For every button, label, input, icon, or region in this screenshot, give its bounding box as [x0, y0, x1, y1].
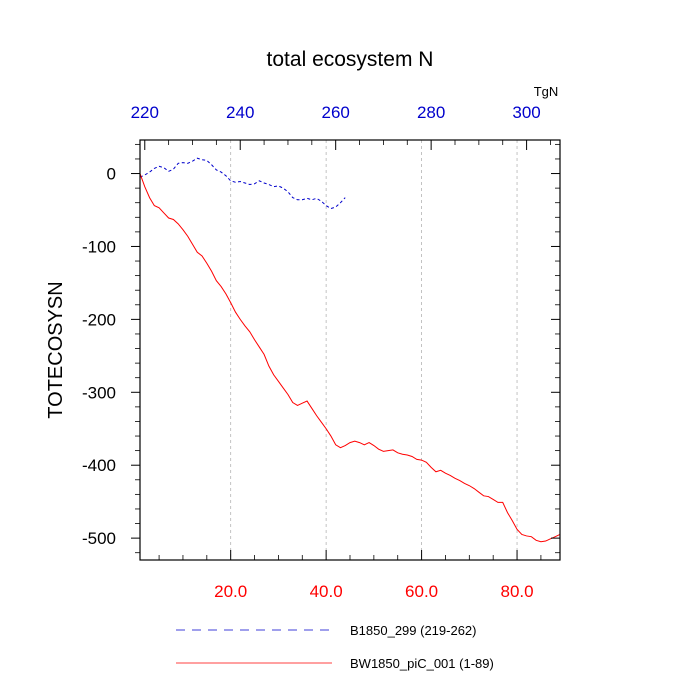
y-tick-label-4: -400: [82, 456, 116, 475]
legend-label-bw1850: BW1850_piC_001 (1-89): [350, 656, 494, 671]
top-tick-label-3: 280: [417, 103, 445, 122]
y-axis-label: TOTECOSYSN: [45, 281, 67, 418]
top-tick-label-4: 300: [512, 103, 540, 122]
series-line-1: [139, 173, 561, 543]
y-tick-label-2: -200: [82, 310, 116, 329]
y-tick-label-5: -500: [82, 529, 116, 548]
y-tick-label-0: 0: [107, 165, 116, 184]
tick-labels: 20.0 40.0 60.0 80.0 220 240 260 280 300 0 -100 -200…: [82, 103, 541, 601]
bottom-tick-label-1: 40.0: [310, 582, 343, 601]
bottom-tick-label-3: 80.0: [500, 582, 533, 601]
top-tick-label-1: 240: [226, 103, 254, 122]
legend-label-b1850: B1850_299 (219-262): [350, 623, 477, 638]
series-line-0: [139, 157, 346, 210]
grid-lines: [230, 140, 518, 560]
chart-title: total ecosystem N: [267, 48, 434, 71]
bottom-tick-label-0: 20.0: [214, 582, 247, 601]
y-tick-label-1: -100: [82, 237, 116, 256]
units-label: TgN: [534, 84, 559, 99]
plot-frame: [139, 139, 561, 561]
bottom-tick-label-2: 60.0: [405, 582, 438, 601]
y-tick-label-3: -300: [82, 383, 116, 402]
legend: B1850_299 (219-262) BW1850_piC_001 (1-89…: [176, 623, 494, 671]
top-tick-label-0: 220: [131, 103, 159, 122]
axis-ticks: [131, 140, 560, 560]
series-layer: [139, 157, 561, 543]
top-tick-label-2: 260: [321, 103, 349, 122]
